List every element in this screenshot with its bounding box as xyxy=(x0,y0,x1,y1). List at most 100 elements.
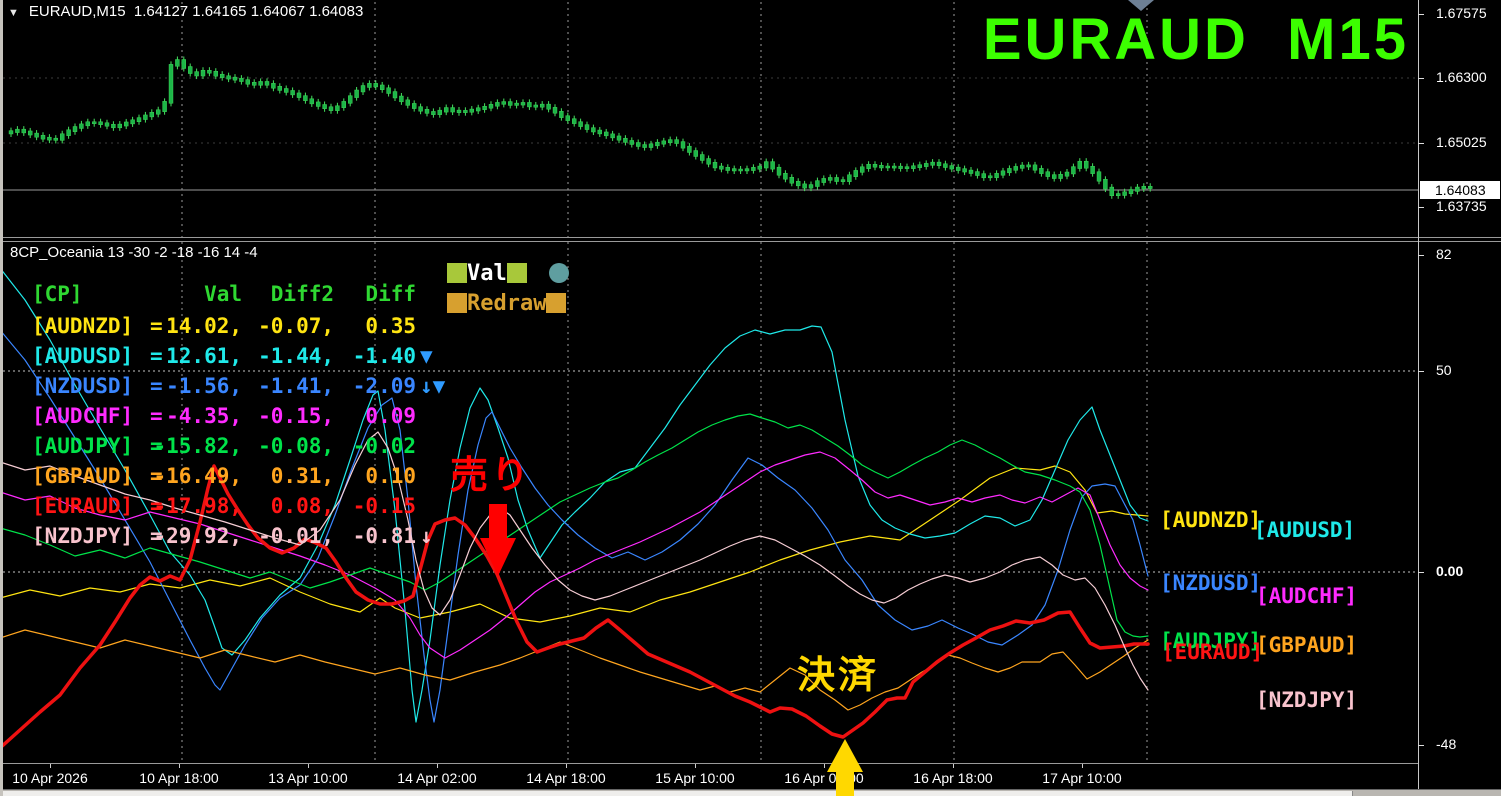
cell-pair: [AUDUSD] xyxy=(32,344,134,368)
symbol-dropdown-icon[interactable]: ▼ xyxy=(8,7,19,19)
current-price-value: 1.64083 xyxy=(1435,182,1486,198)
indicator-line-AUDJPY xyxy=(0,413,1149,638)
table-row: [GBPAUD] = -16.49, 0.31, 0.10 xyxy=(0,464,470,494)
pane-separator-top[interactable] xyxy=(0,237,1501,238)
cell-d: 0.10 xyxy=(365,464,416,488)
date-tick xyxy=(695,764,696,768)
date-tick xyxy=(953,764,954,768)
date-tick xyxy=(824,764,825,768)
axis-tick xyxy=(1418,572,1424,573)
axis-tick xyxy=(1418,207,1424,208)
cell-sfx: ▼ xyxy=(420,344,433,368)
cell-eq: = xyxy=(150,434,163,458)
date-label: 13 Apr 10:00 xyxy=(268,770,348,786)
indicator-line-NZDJPY xyxy=(0,431,1149,691)
val-square-icon xyxy=(447,263,467,283)
price-axis-separator xyxy=(1418,0,1419,789)
cell-d2: -1.41, xyxy=(258,374,334,398)
candlestick-series xyxy=(8,56,1153,199)
settle-arrow-icon xyxy=(827,739,863,772)
table-row: [AUDNZD] = 14.02, -0.07, 0.35 xyxy=(0,314,470,344)
cell-d2: -0.08, xyxy=(258,434,334,458)
legend-dot-icon xyxy=(549,263,569,283)
cell-eq: = xyxy=(150,464,163,488)
cell-d: -0.15 xyxy=(352,494,416,518)
indicator-line-NZDUSD xyxy=(0,329,1149,723)
pair-label-NZDJPY: [NZDJPY] xyxy=(1256,688,1358,712)
redraw-square-icon xyxy=(447,293,467,313)
scrollbar-thumb[interactable] xyxy=(0,791,1353,796)
cell-d2: -0.15, xyxy=(258,404,334,428)
cell-sfx: ↓ xyxy=(420,524,433,548)
date-tick xyxy=(179,764,180,768)
watermark-symbol-label: EURAUD M15 xyxy=(982,7,1409,72)
pair-label-AUDUSD: [AUDUSD] xyxy=(1254,518,1356,542)
chart-canvas[interactable] xyxy=(0,0,1418,763)
cell-d: -0.02 xyxy=(352,434,416,458)
date-label: 10 Apr 2026 xyxy=(12,770,88,786)
chart-title-row: ▼ EURAUD,M15 1.64127 1.64165 1.64067 1.64… xyxy=(8,3,363,20)
cell-pair: [CP] xyxy=(32,282,83,306)
table-row: [NZDUSD] = -1.56, -1.41, -2.09 ↓▼ xyxy=(0,374,470,404)
table-row: [EURAUD] = -17.98, 0.08, -0.15 xyxy=(0,494,470,524)
cell-pair: [NZDJPY] xyxy=(32,524,134,548)
cell-pair: [AUDJPY] xyxy=(32,434,134,458)
pair-label-NZDUSD: [NZDUSD] xyxy=(1160,571,1262,595)
cell-d2: 0.31, xyxy=(270,464,334,488)
chart-shift-marker-icon[interactable] xyxy=(1128,0,1154,11)
cell-eq: = xyxy=(150,314,163,338)
date-tick xyxy=(308,764,309,768)
cell-d2: -0.01, xyxy=(258,524,334,548)
cell-d: 0.09 xyxy=(365,404,416,428)
cell-val: -29.92, xyxy=(153,524,242,548)
cell-pair: [AUDNZD] xyxy=(32,314,134,338)
table-row: [AUDUSD] = 12.61, -1.44, -1.40 ▼ xyxy=(0,344,470,374)
cell-d: -1.40 xyxy=(352,344,416,368)
axis-tick xyxy=(1418,14,1424,15)
legend-val-row: Val xyxy=(447,261,527,286)
legend-val-label: Val xyxy=(467,261,507,286)
axis-tick xyxy=(1418,745,1424,746)
date-tick xyxy=(50,764,51,768)
settle-arrow-icon xyxy=(836,771,854,796)
pair-label-AUDJPY: [AUDJPY] xyxy=(1160,629,1262,653)
cell-eq: = xyxy=(150,374,163,398)
cell-val: -15.82, xyxy=(153,434,242,458)
cell-pair: [AUDCHF] xyxy=(32,404,134,428)
axis-label: 1.67575 xyxy=(1436,5,1487,21)
sell-annotation: 売り xyxy=(450,453,533,497)
date-label: 15 Apr 10:00 xyxy=(655,770,735,786)
axis-label: 1.65025 xyxy=(1436,134,1487,150)
pair-label-AUDCHF: [AUDCHF] xyxy=(1256,584,1358,608)
sell-arrow-icon xyxy=(489,504,507,538)
pane-separator-bottom xyxy=(0,241,1501,242)
indicator-line-EURAUD xyxy=(0,464,1150,750)
cell-eq: = xyxy=(150,404,163,428)
cell-eq: = xyxy=(150,344,163,368)
legend-redraw-label: Redraw xyxy=(467,291,547,316)
cell-d: Diff xyxy=(365,282,416,306)
axis-tick xyxy=(1418,371,1424,372)
axis-label: -48 xyxy=(1436,736,1457,752)
pair-label-EURAUD: [EURAUD] xyxy=(1162,640,1264,664)
cell-d: -2.09 xyxy=(352,374,416,398)
cell-val: -4.35, xyxy=(166,404,242,428)
pair-label-GBPAUD: [GBPAUD] xyxy=(1256,633,1358,657)
date-label: 10 Apr 18:00 xyxy=(139,770,219,786)
cell-val: Val xyxy=(204,282,242,306)
window-left-border xyxy=(0,0,3,796)
axis-label: 1.66300 xyxy=(1436,69,1487,85)
time-axis: 10 Apr 2026 10 Apr 18:00 13 Apr 10:00 14 Ap… xyxy=(0,763,1418,790)
axis-tick xyxy=(1418,143,1424,144)
axis-label: 50 xyxy=(1436,362,1452,378)
indicator-line-AUDCHF xyxy=(0,451,1149,659)
cell-val: 12.61, xyxy=(166,344,242,368)
cell-val: -1.56, xyxy=(166,374,242,398)
axis-tick xyxy=(1418,78,1424,79)
settle-annotation: 決済 xyxy=(797,653,880,697)
indicator-line-AUDNZD xyxy=(0,465,1149,623)
date-tick xyxy=(1082,764,1083,768)
date-label: 14 Apr 02:00 xyxy=(397,770,477,786)
horizontal-scrollbar[interactable] xyxy=(0,789,1501,796)
